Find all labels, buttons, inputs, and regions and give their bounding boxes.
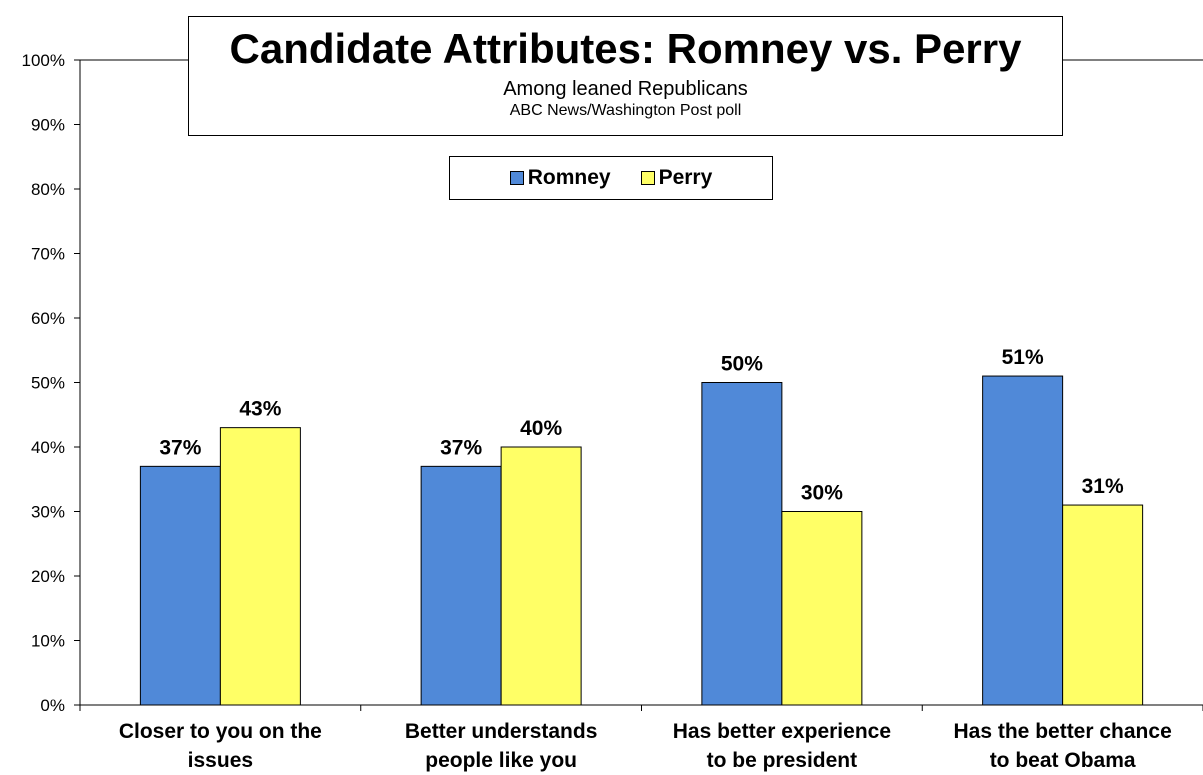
data-label-romney-1: 37% — [440, 436, 482, 459]
category-label-0-line-0: Closer to you on the — [119, 720, 322, 743]
y-tick-label: 10% — [31, 632, 65, 651]
category-label-2-line-1: to be president — [707, 749, 858, 772]
chart-subtitle: Among leaned Republicans — [503, 78, 748, 100]
category-label-3-line-0: Has the better chance — [954, 720, 1172, 743]
bar-romney-0 — [139, 465, 221, 706]
bar-romney-2 — [701, 382, 783, 706]
y-tick-label: 70% — [31, 245, 65, 264]
category-labels: Closer to you on the issues Better underst… — [119, 720, 1172, 772]
category-label-1-line-1: people like you — [425, 749, 577, 772]
category-label-0-line-1: issues — [188, 749, 253, 772]
y-tick-label: 0% — [40, 696, 65, 715]
data-label-perry-2: 30% — [801, 482, 843, 505]
category-label-3-line-1: to beat Obama — [990, 749, 1136, 772]
data-label-romney-0: 37% — [159, 436, 201, 459]
data-label-romney-3: 51% — [1002, 346, 1044, 369]
data-labels: 37% 43% 37% 40% 50% 30% 51% 31% — [159, 346, 1124, 504]
legend-item-perry: Perry — [640, 166, 713, 190]
legend-label-romney: Romney — [527, 166, 611, 189]
chart-title: Candidate Attributes: Romney vs. Perry — [229, 25, 1022, 72]
data-label-romney-2: 50% — [721, 353, 763, 376]
legend-item-romney: Romney — [509, 166, 611, 190]
category-label-1-line-0: Better understands — [405, 720, 598, 743]
bar-perry-1 — [500, 446, 582, 706]
y-tick-label: 30% — [31, 503, 65, 522]
category-label-2-line-0: Has better experience — [673, 720, 891, 743]
title-box: Candidate Attributes: Romney vs. Perry A… — [188, 16, 1063, 136]
y-tick-label: 100% — [22, 51, 65, 70]
bars — [139, 375, 1144, 706]
bar-romney-1 — [420, 465, 502, 706]
y-tick-label: 90% — [31, 116, 65, 135]
chart-source: ABC News/Washington Post poll — [509, 102, 742, 119]
y-tick-label: 40% — [31, 438, 65, 457]
data-label-perry-1: 40% — [520, 417, 562, 440]
bar-perry-3 — [1062, 504, 1144, 706]
y-tick-label: 80% — [31, 180, 65, 199]
bar-perry-2 — [781, 511, 863, 706]
x-category-dividers — [79, 705, 1203, 711]
y-tick-label: 20% — [31, 567, 65, 586]
bar-romney-3 — [982, 375, 1064, 706]
legend-swatch-romney — [509, 171, 524, 185]
legend: Romney Perry — [449, 156, 773, 200]
legend-label-perry: Perry — [658, 166, 713, 189]
data-label-perry-0: 43% — [239, 398, 281, 421]
bar-perry-0 — [219, 427, 301, 706]
y-ticks: 0% 10% 20% 30% 40% 50% 60% 70% 80% 90% 100% — [22, 51, 80, 715]
legend-swatch-perry — [640, 171, 655, 185]
data-label-perry-3: 31% — [1082, 475, 1124, 498]
y-tick-label: 60% — [31, 309, 65, 328]
y-tick-label: 50% — [31, 374, 65, 393]
